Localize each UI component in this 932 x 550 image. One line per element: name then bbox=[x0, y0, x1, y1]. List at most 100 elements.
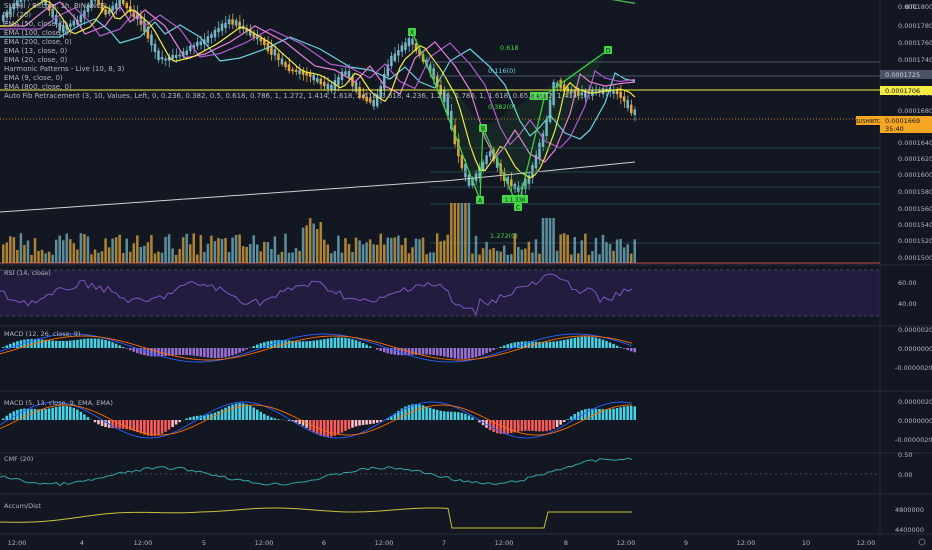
candle-body bbox=[213, 29, 217, 38]
time-tick: 12:00 bbox=[857, 539, 876, 547]
volume-bar bbox=[217, 237, 220, 263]
fib-label: 0.382(0) bbox=[488, 103, 516, 111]
candle-body bbox=[347, 70, 351, 78]
candle-body bbox=[435, 75, 439, 87]
candle-body bbox=[40, 0, 44, 1]
macd2-histogram-bar bbox=[72, 407, 76, 420]
accdist-tick: 4400000 bbox=[895, 526, 924, 534]
macd2-histogram-bar bbox=[467, 415, 471, 420]
candle-body bbox=[287, 64, 291, 72]
legend-indicator[interactable]: Harmonic Patterns - Live (10, 8, 3) bbox=[4, 65, 125, 73]
volume-bar bbox=[19, 233, 23, 263]
candle-body bbox=[114, 3, 118, 10]
macd2-histogram-bar bbox=[601, 409, 605, 420]
legend-indicator[interactable]: EMA (800, close, 0) bbox=[4, 83, 72, 91]
macd-histogram-bar bbox=[361, 343, 365, 348]
macd-histogram-bar bbox=[577, 337, 580, 348]
volume-bar bbox=[383, 244, 386, 263]
volume-bar bbox=[213, 241, 217, 263]
volume-bar bbox=[386, 237, 390, 263]
volume-bar bbox=[16, 249, 19, 263]
macd-histogram-bar bbox=[199, 348, 203, 357]
macd2-histogram-bar bbox=[566, 419, 569, 420]
macd-histogram-bar bbox=[545, 341, 548, 348]
cmf-tick: 0.50 bbox=[898, 451, 912, 459]
candle-body bbox=[291, 69, 294, 72]
macd-histogram-bar bbox=[47, 340, 51, 348]
macd-histogram-bar bbox=[16, 341, 19, 348]
volume-bar bbox=[612, 250, 615, 263]
volume-bar bbox=[146, 242, 150, 263]
time-tick: 9 bbox=[684, 539, 688, 547]
macd2-histogram-bar bbox=[354, 420, 358, 427]
time-tick: 12:00 bbox=[134, 539, 153, 547]
fib-label: 0.618 bbox=[500, 44, 519, 52]
macd2-histogram-bar bbox=[37, 409, 40, 420]
volume-bar bbox=[502, 245, 506, 263]
candle-body bbox=[524, 179, 527, 189]
macd2-histogram-bar bbox=[457, 412, 460, 420]
legend-indicator[interactable]: EMA (9, close, 0) bbox=[4, 74, 63, 82]
macd-histogram-bar bbox=[86, 338, 90, 348]
legend-indicator[interactable]: Vol (20) bbox=[4, 11, 32, 19]
legend-symbol[interactable]: SUSHI / Bitcoin, 1h, BINANCE bbox=[4, 2, 106, 10]
macd-histogram-bar bbox=[584, 336, 587, 348]
macd-histogram-bar bbox=[9, 343, 12, 348]
pattern-point-marker bbox=[408, 28, 416, 36]
candle-body bbox=[513, 183, 517, 190]
candle-body bbox=[467, 174, 471, 186]
candle-body bbox=[65, 24, 69, 30]
candle-body bbox=[527, 175, 531, 184]
volume-bar bbox=[167, 234, 171, 263]
macd2-histogram-bar bbox=[315, 420, 319, 435]
legend-indicator[interactable]: EMA (13, close, 0) bbox=[4, 47, 68, 55]
candle-body bbox=[633, 109, 636, 116]
candle-body bbox=[259, 38, 263, 42]
macd-tick: -0.0000020 bbox=[895, 364, 932, 372]
volume-bar bbox=[527, 241, 531, 263]
macd2-histogram-bar bbox=[118, 420, 121, 429]
volume-bar bbox=[153, 253, 157, 263]
macd-histogram-bar bbox=[464, 348, 467, 359]
volume-bar bbox=[428, 252, 432, 263]
time-tick: 5 bbox=[202, 539, 206, 547]
macd2-histogram-bar bbox=[407, 405, 411, 420]
candle-body bbox=[171, 54, 174, 59]
volume-bar bbox=[330, 253, 333, 263]
pattern-point-label: D bbox=[606, 48, 611, 55]
legend-indicator[interactable]: Auto Fib Retracement (3, 10, Values, Lef… bbox=[4, 92, 587, 100]
candle-body bbox=[411, 38, 414, 45]
volume-bar bbox=[474, 235, 478, 263]
macd2-histogram-bar bbox=[136, 420, 139, 433]
volume-bar bbox=[220, 238, 224, 263]
macd-histogram-bar bbox=[354, 340, 358, 348]
volume-bar bbox=[30, 254, 33, 263]
candle-body bbox=[54, 14, 58, 25]
volume-bar bbox=[375, 244, 379, 263]
candle-body bbox=[178, 54, 181, 57]
candle-body bbox=[217, 27, 220, 33]
macd-histogram-bar bbox=[256, 344, 259, 348]
macd2-histogram-bar bbox=[188, 417, 192, 420]
legend-indicator[interactable]: EMA (20, close, 0) bbox=[4, 56, 68, 64]
macd2-histogram-bar bbox=[562, 420, 566, 423]
price-tick: 0.0001580 bbox=[898, 188, 932, 196]
legend-indicator[interactable]: EMA (100, close, 0) bbox=[4, 29, 72, 37]
volume-bar bbox=[136, 235, 139, 263]
macd-histogram-bar bbox=[562, 339, 566, 348]
legend-indicator[interactable]: EMA (50, close, 0) bbox=[4, 20, 68, 28]
volume-bar bbox=[379, 233, 382, 263]
volume-bar bbox=[393, 237, 397, 263]
macd2-histogram-bar bbox=[428, 407, 432, 420]
macd2-histogram-bar bbox=[460, 412, 464, 420]
macd2-histogram-bar bbox=[174, 420, 178, 425]
candle-body bbox=[19, 0, 23, 3]
legend-indicator[interactable]: EMA (200, close, 0) bbox=[4, 38, 72, 46]
macd2-histogram-bar bbox=[217, 411, 220, 420]
ema-800-line bbox=[0, 161, 636, 213]
macd-histogram-bar bbox=[2, 347, 5, 348]
candle-body bbox=[460, 154, 464, 169]
macd2-histogram-bar bbox=[266, 415, 270, 420]
candle-body bbox=[354, 82, 358, 92]
